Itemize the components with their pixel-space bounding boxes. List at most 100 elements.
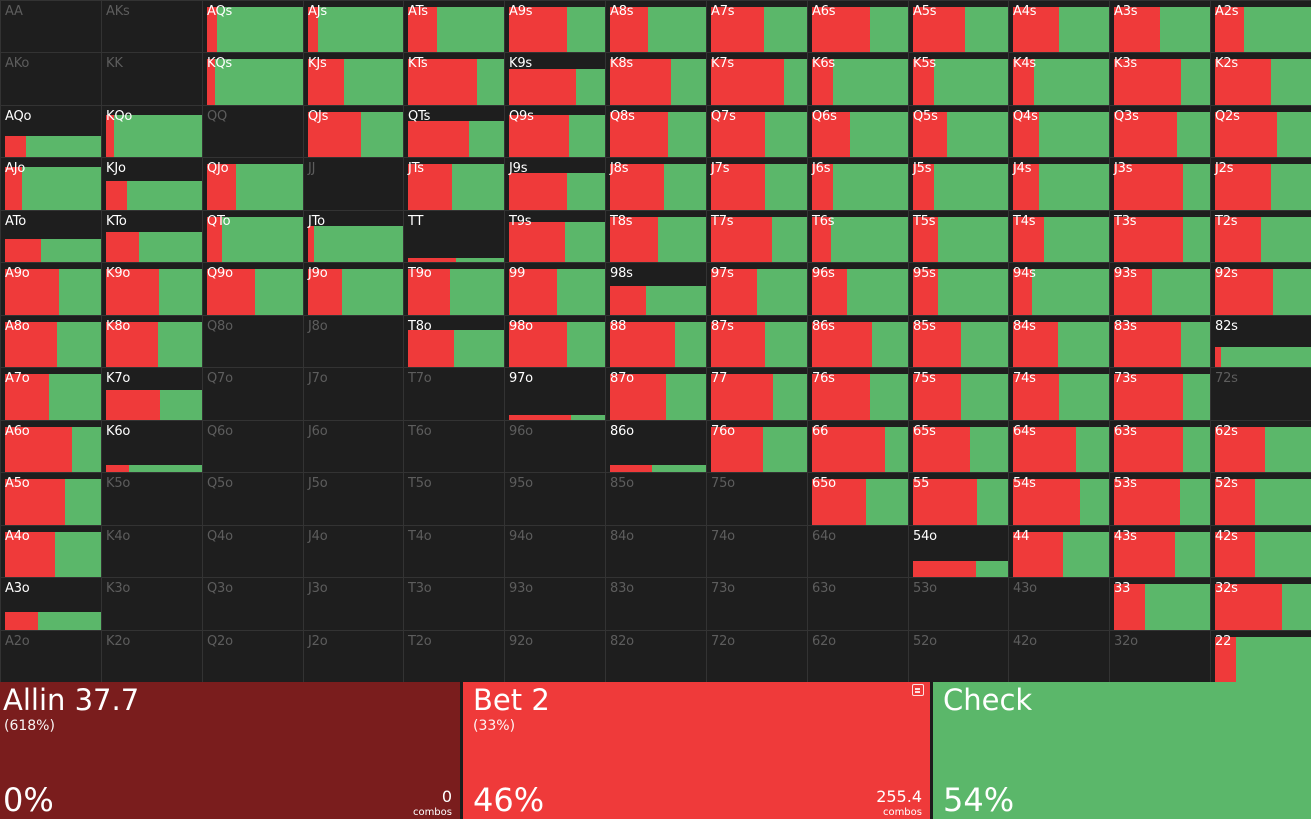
hand-cell[interactable]: 95s xyxy=(909,263,1008,315)
hand-cell[interactable]: 87o xyxy=(606,368,706,420)
hand-cell[interactable]: A9o xyxy=(1,263,101,315)
hand-cell[interactable]: AQo xyxy=(1,106,101,157)
hand-cell[interactable]: 43o xyxy=(1009,578,1109,630)
hand-cell[interactable]: T4o xyxy=(404,526,504,577)
hand-cell[interactable]: 65o xyxy=(808,473,908,525)
hand-cell[interactable]: 94s xyxy=(1009,263,1109,315)
hand-cell[interactable]: J8o xyxy=(304,316,403,367)
hand-cell[interactable]: 66 xyxy=(808,421,908,472)
hand-cell[interactable]: T9o xyxy=(404,263,504,315)
hand-cell[interactable]: AJo xyxy=(1,158,101,210)
hand-cell[interactable]: K8o xyxy=(102,316,202,367)
hand-cell[interactable]: 75o xyxy=(707,473,807,525)
hand-cell[interactable]: ATo xyxy=(1,211,101,262)
hand-cell[interactable]: 83o xyxy=(606,578,706,630)
hand-cell[interactable]: KQs xyxy=(203,53,303,105)
hand-cell[interactable]: K4s xyxy=(1009,53,1109,105)
hand-cell[interactable]: 93s xyxy=(1110,263,1210,315)
hand-cell[interactable]: A5o xyxy=(1,473,101,525)
hand-cell[interactable]: QQ xyxy=(203,106,303,157)
hand-cell[interactable]: 54o xyxy=(909,526,1008,577)
hand-cell[interactable]: A3o xyxy=(1,578,101,630)
hand-cell[interactable]: K7s xyxy=(707,53,807,105)
hand-cell[interactable]: 92o xyxy=(505,631,605,682)
hand-cell[interactable]: K9o xyxy=(102,263,202,315)
hand-cell[interactable]: T8o xyxy=(404,316,504,367)
hand-cell[interactable]: KTo xyxy=(102,211,202,262)
hand-cell[interactable]: Q9o xyxy=(203,263,303,315)
hand-cell[interactable]: 53o xyxy=(909,578,1008,630)
hand-cell[interactable]: T9s xyxy=(505,211,605,262)
hand-cell[interactable]: J3s xyxy=(1110,158,1210,210)
hand-cell[interactable]: 54s xyxy=(1009,473,1109,525)
hand-cell[interactable]: AQs xyxy=(203,1,303,52)
hand-cell[interactable]: Q6s xyxy=(808,106,908,157)
hand-cell[interactable]: 86o xyxy=(606,421,706,472)
hand-cell[interactable]: 52o xyxy=(909,631,1008,682)
hand-cell[interactable]: Q2s xyxy=(1211,106,1311,157)
hand-cell[interactable]: 85o xyxy=(606,473,706,525)
hand-cell[interactable]: J5s xyxy=(909,158,1008,210)
hand-cell[interactable]: T2s xyxy=(1211,211,1311,262)
hand-cell[interactable]: 87s xyxy=(707,316,807,367)
hand-cell[interactable]: J4o xyxy=(304,526,403,577)
hand-cell[interactable]: AA xyxy=(1,1,101,52)
hand-cell[interactable]: 74s xyxy=(1009,368,1109,420)
hand-cell[interactable]: 73o xyxy=(707,578,807,630)
hand-cell[interactable]: AKo xyxy=(1,53,101,105)
hand-cell[interactable]: T6s xyxy=(808,211,908,262)
hand-cell[interactable]: 53s xyxy=(1110,473,1210,525)
hand-cell[interactable]: KJo xyxy=(102,158,202,210)
hand-cell[interactable]: A3s xyxy=(1110,1,1210,52)
hand-cell[interactable]: K2o xyxy=(102,631,202,682)
hand-cell[interactable]: A7o xyxy=(1,368,101,420)
hand-cell[interactable]: KJs xyxy=(304,53,403,105)
hand-cell[interactable]: T5s xyxy=(909,211,1008,262)
hand-cell[interactable]: 75s xyxy=(909,368,1008,420)
hand-cell[interactable]: Q5o xyxy=(203,473,303,525)
hand-cell[interactable]: 62s xyxy=(1211,421,1311,472)
hand-cell[interactable]: 86s xyxy=(808,316,908,367)
hand-cell[interactable]: 76o xyxy=(707,421,807,472)
hand-cell[interactable]: KTs xyxy=(404,53,504,105)
check-action-panel[interactable]: Check 54% xyxy=(933,682,1311,819)
notes-icon[interactable] xyxy=(912,684,924,696)
hand-cell[interactable]: Q7o xyxy=(203,368,303,420)
hand-cell[interactable]: 85s xyxy=(909,316,1008,367)
hand-cell[interactable]: 42o xyxy=(1009,631,1109,682)
hand-cell[interactable]: 22 xyxy=(1211,631,1311,682)
hand-cell[interactable]: J3o xyxy=(304,578,403,630)
hand-cell[interactable]: K6s xyxy=(808,53,908,105)
hand-cell[interactable]: J8s xyxy=(606,158,706,210)
hand-cell[interactable]: 76s xyxy=(808,368,908,420)
hand-cell[interactable]: K9s xyxy=(505,53,605,105)
hand-cell[interactable]: 44 xyxy=(1009,526,1109,577)
hand-cell[interactable]: 43s xyxy=(1110,526,1210,577)
hand-cell[interactable]: 98s xyxy=(606,263,706,315)
hand-cell[interactable]: JTs xyxy=(404,158,504,210)
hand-cell[interactable]: 32o xyxy=(1110,631,1210,682)
hand-cell[interactable]: A9s xyxy=(505,1,605,52)
hand-cell[interactable]: 95o xyxy=(505,473,605,525)
hand-cell[interactable]: J5o xyxy=(304,473,403,525)
hand-cell[interactable]: J4s xyxy=(1009,158,1109,210)
hand-cell[interactable]: Q8o xyxy=(203,316,303,367)
hand-cell[interactable]: 33 xyxy=(1110,578,1210,630)
hand-cell[interactable]: A8s xyxy=(606,1,706,52)
hand-cell[interactable]: 84s xyxy=(1009,316,1109,367)
hand-cell[interactable]: 32s xyxy=(1211,578,1311,630)
hand-cell[interactable]: T8s xyxy=(606,211,706,262)
hand-cell[interactable]: 97s xyxy=(707,263,807,315)
hand-cell[interactable]: 63s xyxy=(1110,421,1210,472)
hand-cell[interactable]: ATs xyxy=(404,1,504,52)
hand-cell[interactable]: T7o xyxy=(404,368,504,420)
hand-cell[interactable]: 77 xyxy=(707,368,807,420)
hand-cell[interactable]: 96o xyxy=(505,421,605,472)
hand-cell[interactable]: 82o xyxy=(606,631,706,682)
hand-cell[interactable]: K8s xyxy=(606,53,706,105)
hand-cell[interactable]: AJs xyxy=(304,1,403,52)
hand-cell[interactable]: QJo xyxy=(203,158,303,210)
hand-cell[interactable]: 55 xyxy=(909,473,1008,525)
hand-cell[interactable]: Q6o xyxy=(203,421,303,472)
hand-cell[interactable]: 64s xyxy=(1009,421,1109,472)
